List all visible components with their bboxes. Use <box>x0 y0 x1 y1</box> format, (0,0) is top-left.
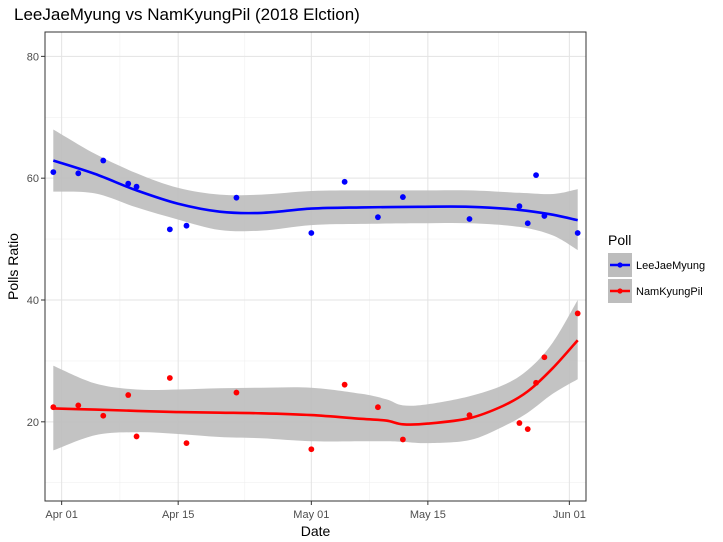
x-tick-label: Jun 01 <box>553 509 586 521</box>
panel-border <box>44 31 587 502</box>
point-namkyungpil <box>341 381 348 388</box>
point-namkyungpil <box>133 433 140 440</box>
point-leejaemyung <box>399 194 406 200</box>
point-leejaemyung <box>466 216 473 222</box>
point-leejaemyung <box>125 180 132 187</box>
confidence-band-leejaemyung <box>53 129 578 251</box>
legend-label-namkyungpil: NamKyungPil <box>636 286 703 298</box>
point-namkyungpil <box>166 375 173 381</box>
point-namkyungpil <box>541 354 548 361</box>
legend-point-namkyungpil <box>617 288 623 294</box>
y-tick-label: 20 <box>27 417 39 429</box>
legend: Poll LeeJaeMyung NamKyungPil <box>608 232 705 303</box>
point-leejaemyung <box>100 157 107 164</box>
y-axis-title: Polls Ratio <box>5 233 21 300</box>
x-tick-label: May 01 <box>293 509 329 521</box>
smooth-lines <box>52 159 579 426</box>
point-leejaemyung <box>75 170 82 177</box>
chart-title: LeeJaeMyung vs NamKyungPil (2018 Elction… <box>14 5 360 24</box>
x-tick-label: May 15 <box>410 509 446 521</box>
point-namkyungpil <box>233 389 240 396</box>
point-leejaemyung <box>133 183 140 190</box>
point-namkyungpil <box>308 446 315 453</box>
x-tick-label: Apr 15 <box>162 509 194 521</box>
point-leejaemyung <box>524 220 531 227</box>
legend-point-leejaemyung <box>617 262 623 268</box>
point-namkyungpil <box>516 420 523 426</box>
point-namkyungpil <box>100 412 107 419</box>
point-namkyungpil <box>375 404 381 411</box>
y-tick-label: 40 <box>27 295 39 307</box>
point-leejaemyung <box>516 203 523 210</box>
point-leejaemyung <box>375 214 381 221</box>
legend-title: Poll <box>608 232 631 248</box>
point-leejaemyung <box>166 226 173 233</box>
point-leejaemyung <box>50 169 57 175</box>
point-namkyungpil <box>183 440 190 447</box>
point-leejaemyung <box>341 178 348 185</box>
x-tick-label: Apr 01 <box>45 509 77 521</box>
legend-label-leejaemyung: LeeJaeMyung <box>636 260 705 272</box>
point-leejaemyung <box>574 230 581 236</box>
x-axis-title: Date <box>301 523 331 539</box>
point-leejaemyung <box>533 172 539 179</box>
point-namkyungpil <box>399 436 406 443</box>
smooth-line-namkyungpil <box>53 339 579 426</box>
smooth-line-leejaemyung <box>52 159 578 222</box>
point-leejaemyung <box>183 222 190 229</box>
y-tick-label: 80 <box>27 51 39 63</box>
point-namkyungpil <box>75 402 82 409</box>
point-leejaemyung <box>233 194 240 201</box>
point-namkyungpil <box>125 392 132 398</box>
point-leejaemyung <box>308 230 315 236</box>
point-namkyungpil <box>524 426 531 433</box>
point-namkyungpil <box>574 310 581 317</box>
axes: 20 40 60 80 Apr 01 Apr 15 May 01 May 15 Jun 01 Da… <box>5 31 587 539</box>
y-tick-label: 60 <box>27 173 39 185</box>
